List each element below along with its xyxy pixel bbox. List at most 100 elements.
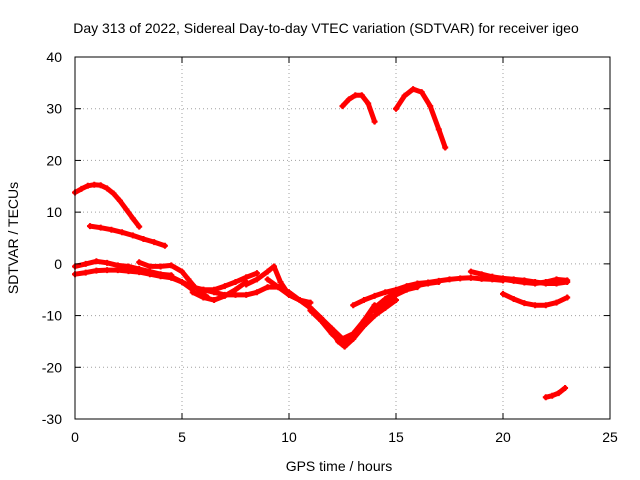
x-tick-label: 25 (602, 429, 618, 445)
y-tick-label: 20 (46, 152, 62, 168)
data-point (104, 185, 111, 192)
data-point (84, 182, 91, 189)
data-point (365, 100, 372, 107)
data-point (542, 278, 549, 285)
data-point (97, 182, 104, 189)
data-point (360, 297, 367, 304)
data-point (82, 269, 89, 276)
data-point (328, 330, 335, 337)
data-point (108, 226, 115, 233)
data-point (253, 270, 260, 277)
data-point (157, 273, 164, 280)
data-point (168, 262, 175, 269)
data-point (318, 317, 325, 324)
data-point (307, 307, 314, 314)
chart-title: Day 313 of 2022, Sidereal Day-to-day VTE… (73, 20, 579, 36)
data-point (352, 92, 359, 99)
data-point (253, 276, 260, 283)
data-point (264, 276, 271, 283)
data-point (91, 181, 98, 188)
data-point (277, 278, 284, 285)
data-point (371, 292, 378, 299)
data-point (393, 105, 399, 112)
data-point (146, 263, 153, 270)
data-point (296, 297, 303, 304)
data-point (253, 289, 260, 296)
data-point (93, 258, 100, 265)
data-point (371, 118, 378, 125)
data-point (136, 223, 143, 230)
data-point (151, 239, 158, 246)
data-point (435, 277, 442, 284)
data-point (553, 276, 560, 283)
data-point (410, 86, 417, 93)
data-point (510, 296, 517, 303)
data-point (382, 304, 389, 311)
data-point (146, 271, 153, 278)
data-point (93, 267, 100, 274)
data-point (168, 273, 175, 280)
data-point (140, 236, 147, 243)
data-point (161, 242, 168, 249)
data-point (542, 394, 549, 401)
data-point (339, 341, 346, 348)
data-point (221, 291, 228, 298)
axis-ticks: 0 5 10 15 20 25 -30 -20 -10 0 10 20 30 40 (42, 49, 618, 445)
y-tick-label: 30 (46, 101, 62, 117)
data-point (275, 284, 282, 291)
data-point (564, 294, 571, 301)
data-point (97, 224, 104, 231)
data-point (200, 286, 207, 293)
y-axis-label: SDTVAR / TECUs (5, 182, 21, 294)
data-point (500, 290, 506, 297)
x-tick-label: 5 (178, 429, 186, 445)
y-tick-label: 40 (46, 49, 62, 65)
data-point (345, 96, 352, 103)
data-point (427, 103, 434, 110)
data-point (123, 206, 130, 213)
data-point (360, 317, 367, 324)
data-point (532, 280, 539, 287)
data-point (562, 384, 569, 391)
data-point (307, 299, 314, 306)
data-point (119, 229, 126, 236)
data-point (78, 185, 85, 192)
plot-area (72, 86, 571, 401)
data-point (243, 291, 250, 298)
data-point (393, 286, 399, 293)
data-point (189, 289, 196, 296)
data-point (549, 392, 556, 399)
x-tick-label: 15 (388, 429, 404, 445)
y-tick-label: -30 (42, 411, 62, 427)
y-tick-label: 10 (46, 204, 62, 220)
data-point (467, 268, 474, 275)
data-point (86, 223, 93, 230)
data-point (211, 289, 218, 296)
data-point (104, 259, 111, 266)
y-tick-label: 0 (54, 256, 62, 272)
data-point (403, 286, 410, 293)
data-point (185, 276, 192, 283)
data-point (110, 190, 117, 197)
series-arc-16 (393, 86, 448, 150)
y-tick-label: -20 (42, 359, 62, 375)
data-point (232, 286, 239, 293)
y-tick-label: -10 (42, 308, 62, 324)
data-point (521, 279, 528, 286)
data-point (435, 126, 442, 133)
data-point (232, 291, 239, 298)
plot-frame (74, 56, 611, 420)
series-arc-20 (543, 385, 568, 400)
data-point (457, 275, 464, 282)
data-point (555, 390, 562, 397)
data-point (200, 294, 207, 301)
data-point (157, 263, 164, 270)
data-point (179, 278, 185, 285)
data-point (232, 278, 239, 285)
data-point (382, 289, 389, 296)
data-point (382, 299, 389, 306)
data-point (510, 277, 517, 284)
data-point (125, 268, 132, 275)
grid (75, 57, 610, 419)
